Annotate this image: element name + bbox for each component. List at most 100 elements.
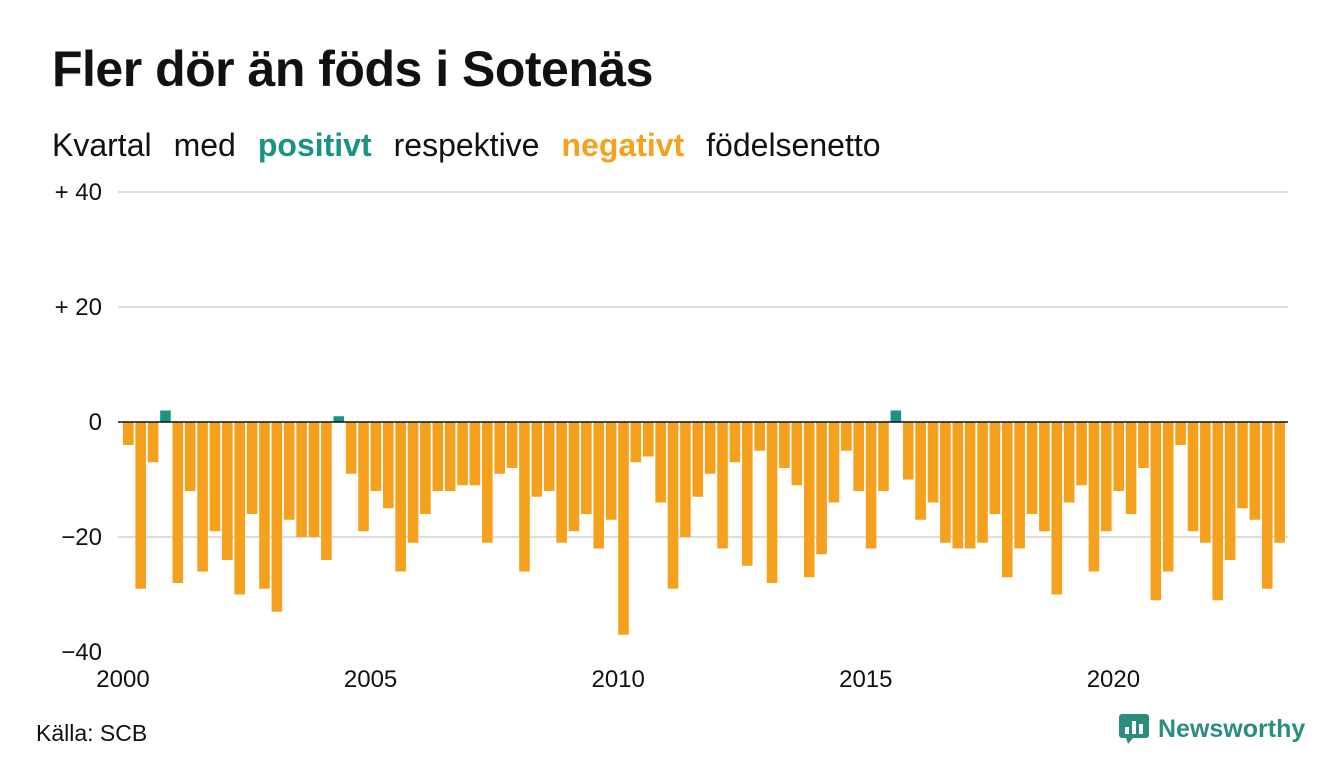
bar — [184, 422, 196, 491]
bar — [123, 422, 134, 445]
bar — [432, 422, 444, 491]
bar — [345, 422, 357, 474]
bar — [1138, 422, 1149, 468]
bar — [915, 422, 926, 520]
brand-name: Newsworthy — [1158, 714, 1306, 743]
brand-logo: Newsworthy — [1118, 713, 1305, 745]
bar — [1249, 422, 1261, 520]
bar — [222, 422, 233, 560]
bar — [964, 422, 976, 549]
bar — [519, 422, 530, 572]
bar — [1212, 422, 1224, 601]
bar — [568, 422, 580, 532]
bar — [680, 422, 691, 537]
bar — [581, 422, 592, 514]
y-tick-label: −20 — [61, 524, 102, 551]
subtitle-word-med: med — [173, 127, 236, 163]
bar — [1274, 422, 1285, 543]
bar — [754, 422, 765, 451]
newsworthy-icon — [1119, 714, 1149, 744]
bar — [321, 422, 332, 560]
bar — [283, 422, 295, 520]
subtitle-word-respektive: respektive — [393, 127, 540, 163]
bar — [333, 416, 345, 422]
y-tick-label: 0 — [89, 409, 102, 436]
bar — [667, 422, 679, 589]
bar — [259, 422, 270, 589]
bar — [1063, 422, 1075, 503]
bar — [1200, 422, 1211, 543]
bar — [692, 422, 704, 497]
bar — [878, 422, 889, 491]
bar — [370, 422, 382, 491]
bar — [1237, 422, 1248, 509]
bar — [420, 422, 431, 514]
subtitle-negative-label: negativt — [561, 127, 685, 163]
bar — [816, 422, 827, 555]
x-tick-label: 2020 — [1087, 666, 1140, 693]
bar — [902, 422, 914, 480]
subtitle-word-kvartal: Kvartal — [52, 127, 152, 163]
bar — [766, 422, 778, 583]
bar — [779, 422, 790, 468]
bar — [506, 422, 518, 468]
bar — [395, 422, 406, 572]
x-tick-label: 2010 — [592, 666, 645, 693]
bar — [1088, 422, 1100, 572]
y-tick-label: −40 — [61, 639, 102, 666]
subtitle-word-fodelsenetto: födelsenetto — [706, 127, 881, 163]
y-tick-label: + 40 — [55, 179, 102, 206]
bar — [296, 422, 307, 537]
bar — [642, 422, 654, 457]
bar — [1101, 422, 1112, 532]
bar — [828, 422, 840, 503]
bar — [469, 422, 481, 486]
bar — [271, 422, 283, 612]
bar — [308, 422, 320, 537]
bar — [1076, 422, 1087, 486]
bar — [655, 422, 666, 503]
bar — [940, 422, 951, 543]
bar — [234, 422, 246, 595]
bar — [407, 422, 419, 543]
bar — [1187, 422, 1199, 532]
bar — [382, 422, 394, 509]
bar — [1150, 422, 1162, 601]
bar — [1125, 422, 1137, 514]
bar — [618, 422, 629, 635]
bar — [1039, 422, 1050, 532]
y-tick-label: + 20 — [55, 294, 102, 321]
bar — [803, 422, 815, 578]
bar — [160, 410, 171, 422]
bar — [135, 422, 146, 589]
x-tick-label: 2005 — [344, 666, 397, 693]
bar — [209, 422, 221, 532]
bar — [543, 422, 555, 491]
chart-subtitle: Kvartal med positivt respektive negativt föde… — [52, 127, 903, 164]
bar — [791, 422, 803, 486]
bar — [172, 422, 184, 583]
bar — [358, 422, 369, 532]
bar — [717, 422, 728, 549]
bar — [853, 422, 865, 491]
bar — [1162, 422, 1174, 572]
bar — [729, 422, 741, 463]
bar — [1261, 422, 1273, 589]
bar — [1014, 422, 1025, 549]
bar — [531, 422, 543, 497]
bar — [977, 422, 988, 543]
bar — [197, 422, 208, 572]
bar — [482, 422, 493, 543]
bar — [147, 422, 159, 463]
bar — [593, 422, 605, 549]
subtitle-positive-label: positivt — [257, 127, 372, 163]
bar — [927, 422, 939, 503]
bar — [246, 422, 258, 514]
bar — [444, 422, 456, 491]
bar — [1026, 422, 1038, 514]
x-tick-label: 2000 — [96, 666, 149, 693]
bar — [742, 422, 753, 566]
bar — [989, 422, 1001, 514]
bar — [556, 422, 567, 543]
bar — [630, 422, 642, 463]
